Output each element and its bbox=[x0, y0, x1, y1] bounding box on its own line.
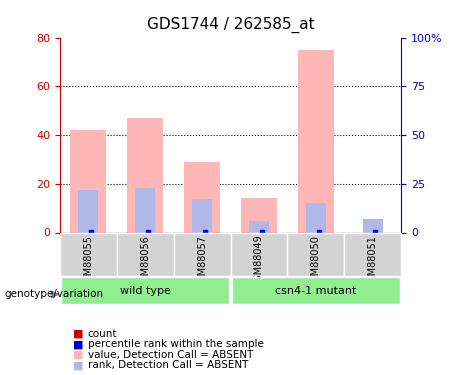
Text: GSM88055: GSM88055 bbox=[83, 235, 94, 288]
Text: GSM88056: GSM88056 bbox=[140, 235, 150, 288]
Bar bbox=[306, 203, 326, 232]
Bar bbox=[71, 130, 106, 232]
Text: value, Detection Call = ABSENT: value, Detection Call = ABSENT bbox=[88, 350, 253, 360]
Bar bbox=[192, 200, 212, 232]
FancyBboxPatch shape bbox=[344, 232, 401, 276]
Title: GDS1744 / 262585_at: GDS1744 / 262585_at bbox=[147, 17, 314, 33]
Text: ■: ■ bbox=[73, 350, 83, 360]
Text: wild type: wild type bbox=[120, 286, 171, 296]
Bar bbox=[241, 198, 277, 232]
Text: genotype/variation: genotype/variation bbox=[5, 290, 104, 299]
Text: GSM88057: GSM88057 bbox=[197, 235, 207, 288]
Text: csn4-1 mutant: csn4-1 mutant bbox=[275, 286, 356, 296]
Bar bbox=[363, 219, 383, 232]
FancyBboxPatch shape bbox=[230, 232, 287, 276]
FancyBboxPatch shape bbox=[61, 277, 230, 304]
FancyBboxPatch shape bbox=[174, 232, 230, 276]
Bar bbox=[78, 190, 98, 232]
FancyBboxPatch shape bbox=[60, 232, 117, 276]
Bar bbox=[135, 188, 155, 232]
Bar bbox=[127, 118, 163, 232]
Text: ■: ■ bbox=[73, 339, 83, 349]
Bar bbox=[298, 50, 334, 232]
FancyBboxPatch shape bbox=[287, 232, 344, 276]
Bar bbox=[249, 221, 269, 232]
FancyBboxPatch shape bbox=[117, 232, 174, 276]
Text: ■: ■ bbox=[73, 360, 83, 370]
FancyBboxPatch shape bbox=[231, 277, 400, 304]
Text: GSM88050: GSM88050 bbox=[311, 235, 321, 288]
Text: ■: ■ bbox=[73, 329, 83, 339]
Text: GSM88051: GSM88051 bbox=[367, 235, 378, 288]
Text: percentile rank within the sample: percentile rank within the sample bbox=[88, 339, 264, 349]
Text: GSM88049: GSM88049 bbox=[254, 235, 264, 287]
Bar bbox=[184, 162, 220, 232]
Text: rank, Detection Call = ABSENT: rank, Detection Call = ABSENT bbox=[88, 360, 248, 370]
Text: count: count bbox=[88, 329, 117, 339]
